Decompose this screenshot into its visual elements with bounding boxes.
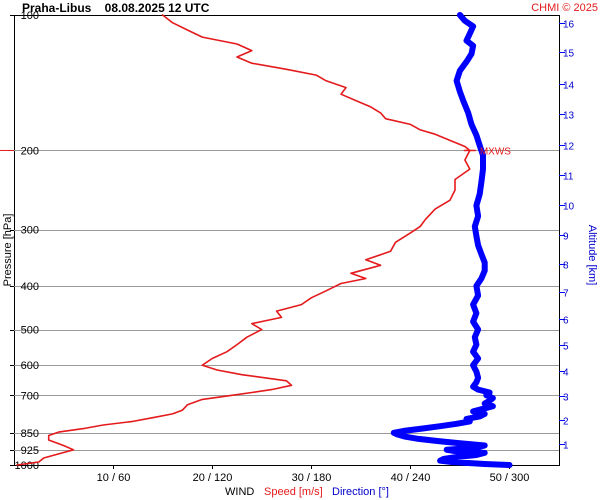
- series-layer: [16, 12, 513, 468]
- altitude-axis-label: Altitude [km]: [586, 225, 598, 286]
- altitude-tick-label: 1: [563, 441, 569, 452]
- credit-label: CHMI © 2025: [531, 2, 598, 14]
- altitude-tick-label: 7: [563, 289, 569, 300]
- altitude-tick-label: 9: [563, 232, 569, 243]
- y-axis-label: Pressure [hPa]: [2, 214, 14, 287]
- pressure-tick-label: 200: [21, 145, 39, 157]
- altitude-tick-label: 15: [563, 49, 575, 60]
- altitude-tick-label: 6: [563, 316, 569, 327]
- wind-label: WIND: [225, 486, 254, 498]
- speed-series-line: [16, 14, 471, 466]
- pressure-tick-label: 600: [21, 360, 39, 372]
- altitude-tick-label: 13: [563, 111, 575, 122]
- plot-area: [14, 15, 560, 466]
- altitude-tick-label: 16: [563, 20, 575, 31]
- pressure-tick-label: 500: [21, 325, 39, 337]
- pressure-tick-label: 400: [21, 281, 39, 293]
- altitude-tick-label: 8: [563, 261, 569, 272]
- wind-tick-label: 50 / 300: [490, 472, 530, 484]
- altitude-tick-label: 11: [563, 172, 574, 183]
- direction-series-line: [390, 12, 513, 468]
- pressure-tick-label: 700: [21, 390, 39, 402]
- wind-tick-label: 40 / 240: [391, 472, 431, 484]
- wind-tick-labels: 10 / 60 20 / 120 30 / 180 40 / 240 50 / 300: [97, 465, 530, 484]
- altitude-tick-label: 3: [563, 393, 569, 404]
- altitude-tick-label: 4: [563, 368, 569, 379]
- mxws-label: MXWS: [480, 146, 511, 157]
- pressure-tick-label: 925: [21, 445, 39, 457]
- wind-tick-label: 10 / 60: [97, 472, 131, 484]
- annotations: MXWS: [0, 146, 511, 157]
- wind-tick-label: 20 / 120: [193, 472, 233, 484]
- pressure-tick-label: 850: [21, 428, 39, 440]
- altitude-tick-label: 14: [563, 81, 575, 92]
- altitude-tick-label: 2: [563, 417, 569, 428]
- wind-tick-label: 30 / 180: [292, 472, 332, 484]
- pressure-tick-label: 300: [21, 225, 39, 237]
- direction-legend-label: Direction [°]: [332, 486, 389, 498]
- chart-title: Praha-Libus 08.08.2025 12 UTC: [22, 1, 210, 15]
- pressure-tick-label: 100: [21, 10, 39, 22]
- speed-legend-label: Speed [m/s]: [264, 486, 323, 498]
- altitude-tick-label: 10: [563, 202, 575, 213]
- altitude-tick-label: 12: [563, 142, 575, 153]
- altitude-tick-label: 5: [563, 342, 569, 353]
